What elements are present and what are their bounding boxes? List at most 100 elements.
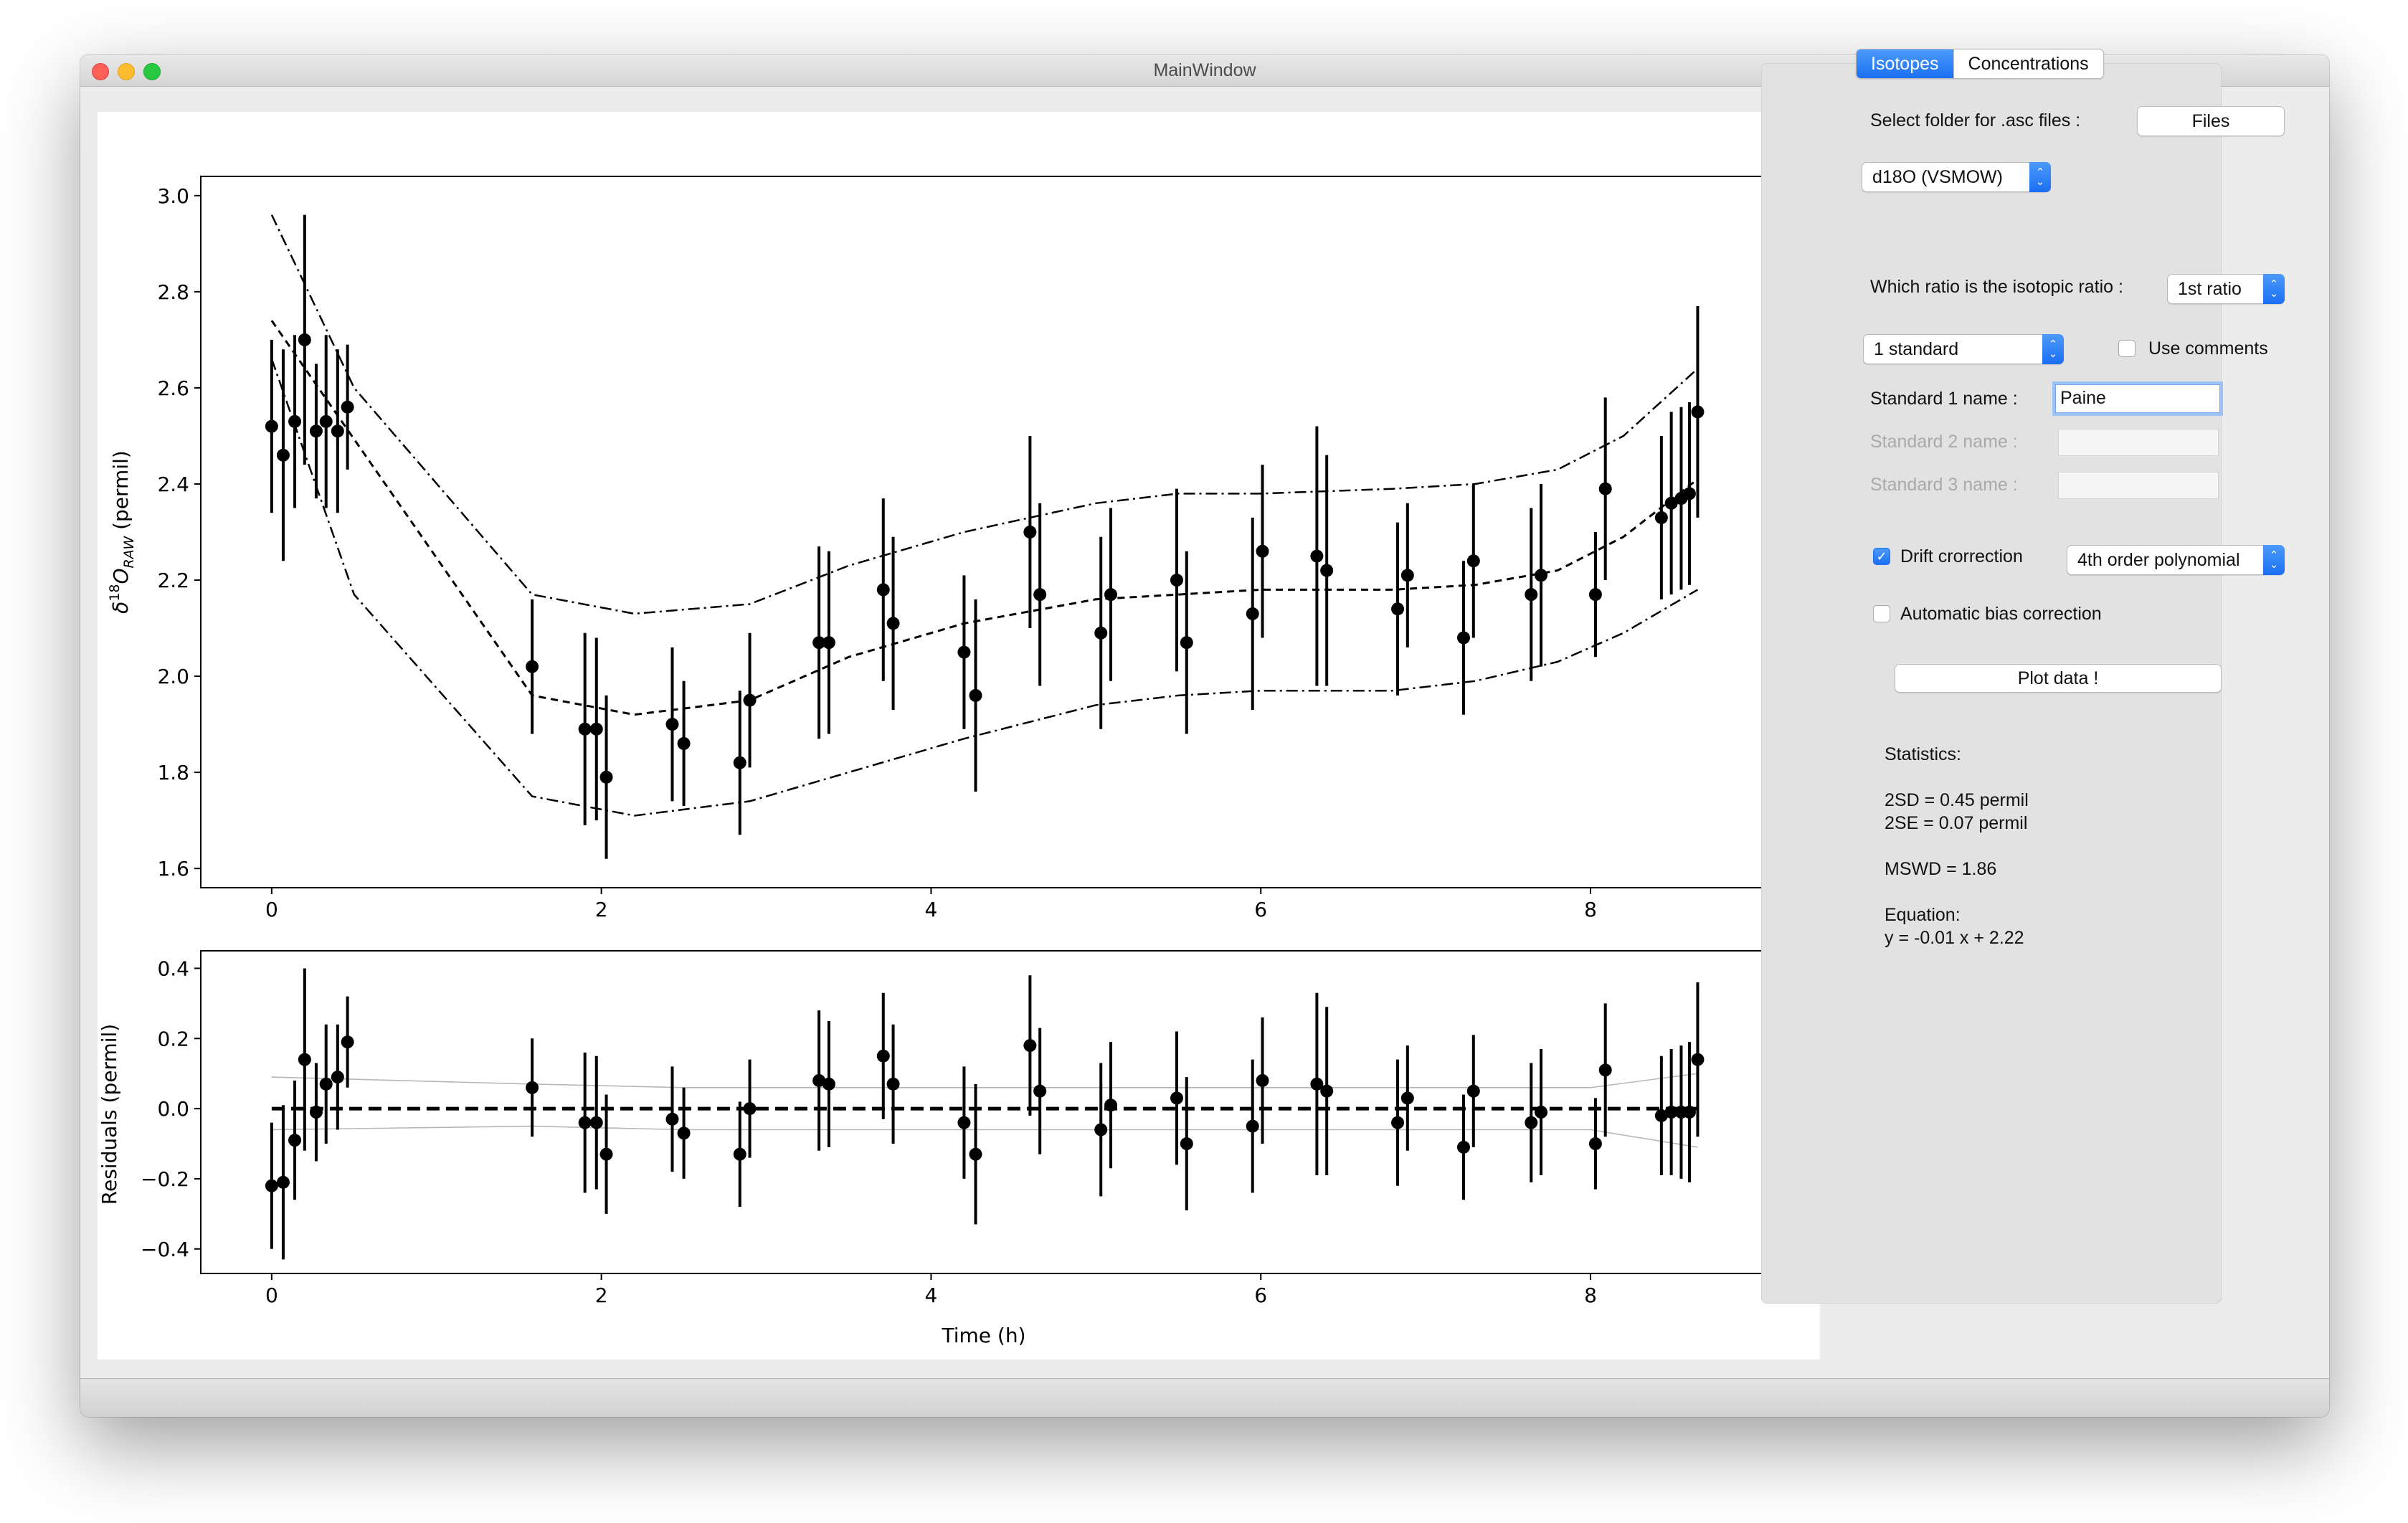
data-point [1588,588,1602,602]
plot-data-button[interactable]: Plot data ! [1895,664,2222,693]
data-point [526,660,539,673]
data-point [876,1049,890,1063]
data-point [743,693,757,707]
data-point [733,1147,746,1161]
stats-2sd: 2SD = 0.45 permil [1885,790,2029,810]
data-point [886,1077,900,1091]
drift-correction-checkbox[interactable]: ✓ [1873,548,1890,565]
data-point [276,1175,290,1189]
y-tick-label: 1.6 [157,857,189,881]
isotope-select-value: d18O (VSMOW) [1872,167,2003,187]
data-point [1456,631,1470,645]
data-point [589,1116,603,1129]
tab-isotopes[interactable]: Isotopes [1857,49,1953,78]
data-point [1598,1063,1612,1077]
data-point [1598,482,1612,495]
data-point [733,756,746,769]
y-tick-label: 2.2 [157,569,189,592]
x-tick-label: 0 [265,898,278,921]
data-point [1682,1106,1696,1119]
data-point [1246,1119,1259,1133]
data-point [1104,1099,1118,1112]
data-point [1391,1116,1405,1129]
data-point [526,1081,539,1094]
data-point [1094,1123,1108,1137]
data-point [665,1112,679,1126]
data-point [1664,496,1678,510]
chart-1: 0 2 4 6 8 1.6 1.8 2.0 2.2 2.4 2.6 2.8 3.0 δ18ORAW (pe… [107,176,1768,921]
data-point [1170,574,1183,587]
data-point [1256,1073,1269,1087]
stats-heading: Statistics: [1885,744,1961,764]
standard1-name-field[interactable]: Paine [2055,384,2220,413]
minimize-window-button[interactable] [118,63,135,80]
data-point [1535,1106,1548,1119]
standard2-name-field[interactable] [2058,429,2219,456]
standard3-name-field[interactable] [2058,472,2219,499]
chevron-updown-icon: ⌃ ⌄ [2042,334,2064,364]
zoom-window-button[interactable] [143,63,161,80]
use-comments-checkbox[interactable] [2118,340,2136,357]
stats-equation: y = -0.01 x + 2.22 [1885,928,2024,948]
y-tick-label: 0.0 [157,1097,189,1121]
data-point [319,1077,333,1091]
data-point [1525,588,1538,602]
y-axis-label: Residuals (permil) [98,1024,121,1205]
ratio-select[interactable]: 1st ratio ⌃ ⌄ [2167,274,2285,304]
data-point [969,688,982,702]
data-point [1094,626,1108,640]
chevron-updown-icon: ⌃ ⌄ [2263,545,2285,575]
data-point [1320,1084,1334,1098]
data-point [957,1116,971,1129]
plot-figure: 0 2 4 6 8 1.6 1.8 2.0 2.2 2.4 2.6 2.8 3.0 δ18ORAW (pe… [98,176,1768,1347]
light-band-line [271,1073,1698,1088]
data-point [298,1053,311,1066]
data-point [1400,569,1414,582]
data-point [876,583,890,597]
data-point [265,419,278,433]
stats-2se: 2SE = 0.07 permil [1885,813,2028,833]
x-axis-label: Time (h) [941,1324,1025,1347]
drift-correction-label: Drift crorrection [1900,546,2023,566]
data-point [298,333,311,346]
data-point [341,400,354,414]
standards-count-value: 1 standard [1874,339,1959,359]
data-point [1310,549,1324,563]
y-tick-label: 0.2 [157,1027,189,1050]
close-window-button[interactable] [92,63,109,80]
data-point [1654,511,1668,524]
bias-correction-checkbox[interactable] [1873,605,1890,622]
standards-count-select[interactable]: 1 standard ⌃ ⌄ [1863,334,2064,364]
tab-concentrations[interactable]: Concentrations [1953,49,2103,78]
chevron-updown-icon: ⌃ ⌄ [2263,274,2285,304]
data-point [1033,1084,1047,1098]
drift-method-select[interactable]: 4th order polynomial ⌃ ⌄ [2067,545,2285,575]
files-button[interactable]: Files [2137,106,2285,136]
data-point [677,1126,691,1140]
data-point [309,1106,323,1119]
y-tick-label: 1.8 [157,761,189,784]
data-point [341,1035,354,1049]
y-tick-label: 2.6 [157,376,189,400]
data-point [1256,544,1269,558]
data-point [589,722,603,736]
data-point [599,1147,613,1161]
data-point [1466,554,1480,568]
x-tick-label: 2 [595,1284,608,1307]
x-tick-label: 2 [595,898,608,921]
data-point [1246,607,1259,620]
data-point [1023,1039,1037,1053]
data-point [1400,1091,1414,1105]
data-point [1682,487,1696,500]
isotope-select[interactable]: d18O (VSMOW) ⌃ ⌄ [1862,162,2051,192]
x-tick-label: 0 [265,1284,278,1307]
data-point [599,770,613,784]
data-point [1535,569,1548,582]
use-comments-label: Use comments [2148,338,2268,359]
data-point [331,424,344,438]
data-point [812,1073,826,1087]
data-point [1180,1137,1193,1151]
data-point [288,414,302,428]
data-point [743,1102,757,1116]
standard1-label: Standard 1 name : [1870,389,2018,409]
